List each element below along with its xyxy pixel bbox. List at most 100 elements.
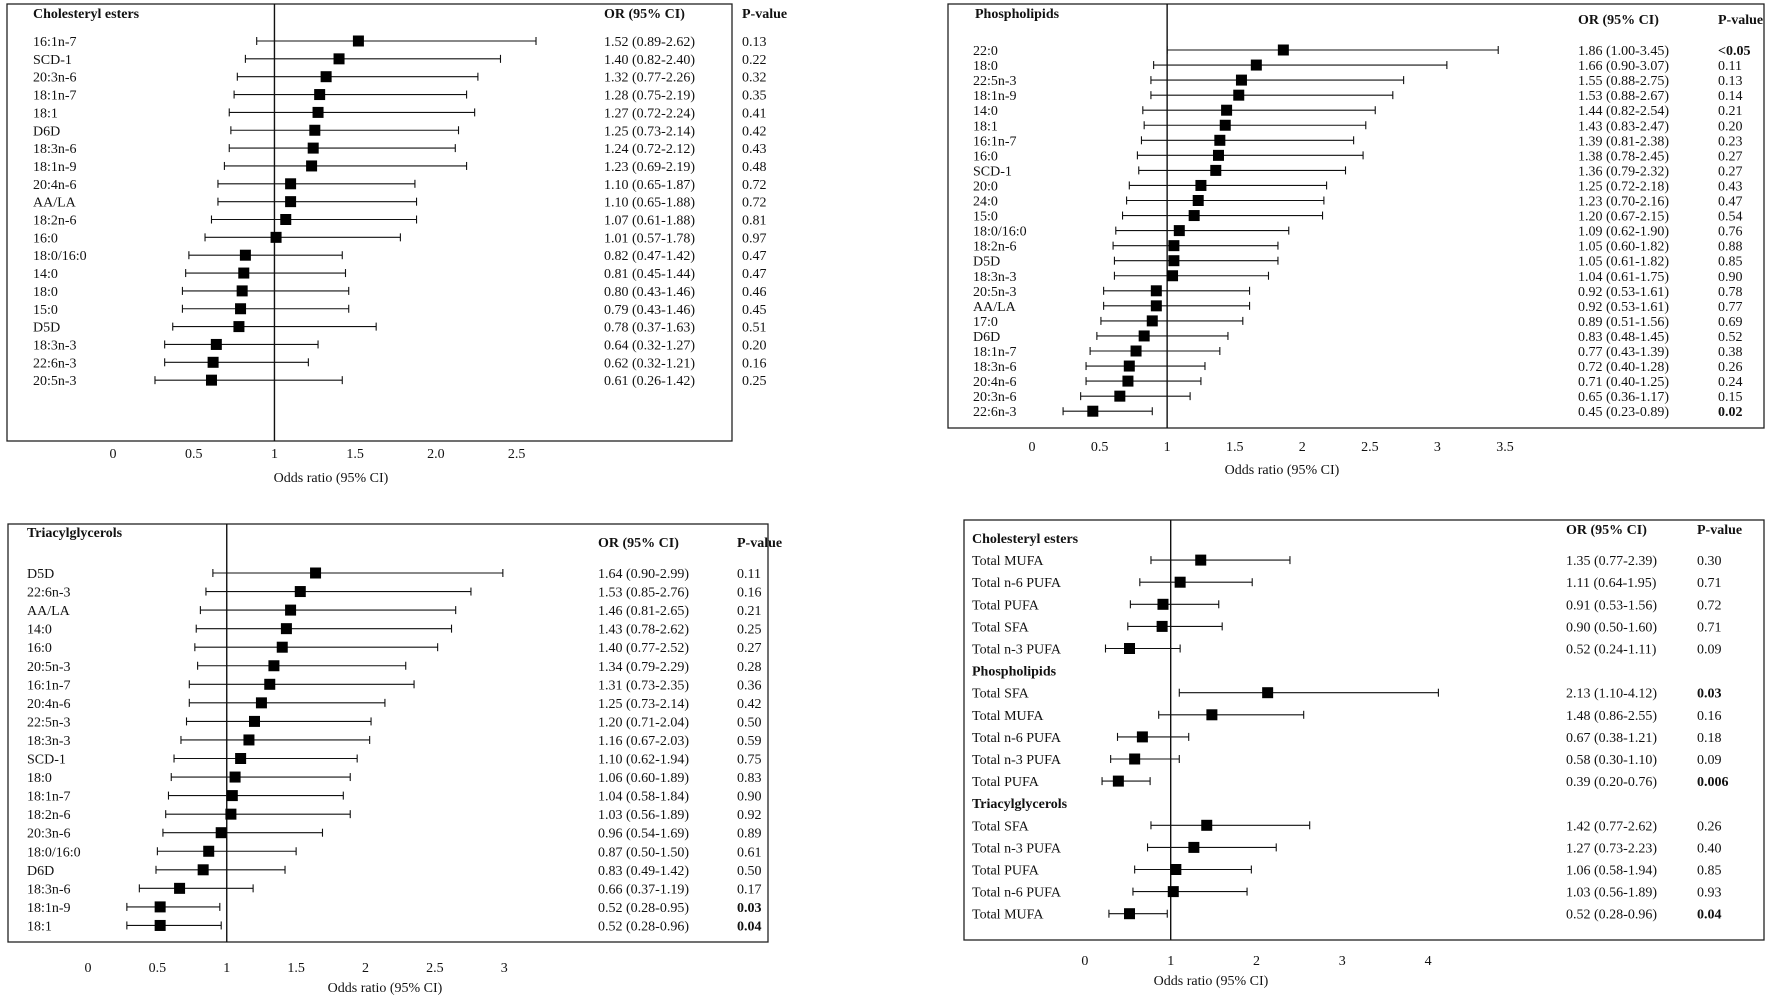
or-ci-value: 1.31 (0.73-2.35)	[598, 678, 689, 693]
point-estimate	[280, 623, 292, 635]
point-estimate	[1136, 731, 1148, 743]
point-estimate	[309, 124, 321, 136]
point-estimate	[306, 160, 318, 172]
p-value: 0.51	[742, 321, 767, 336]
row-label: Total MUFA	[972, 709, 1044, 724]
p-value: 0.21	[1718, 104, 1743, 119]
point-estimate	[1122, 375, 1134, 387]
x-tick-label: 2	[1299, 440, 1306, 455]
panel-frame	[6, 3, 733, 442]
row-label: 16:0	[973, 149, 998, 164]
point-estimate	[1221, 104, 1233, 116]
point-estimate	[1210, 164, 1222, 176]
or-ci-value: 1.07 (0.61-1.88)	[604, 214, 695, 229]
or-ci-value: 0.52 (0.28-0.96)	[1566, 908, 1657, 923]
p-value: 0.02	[1718, 405, 1743, 420]
panel-title: Phospholipids	[975, 7, 1060, 22]
point-estimate	[285, 196, 297, 208]
point-estimate	[1192, 195, 1204, 206]
row-label: 20:5n-3	[973, 285, 1017, 300]
row-label: Total PUFA	[972, 864, 1040, 879]
row-label: 18:0	[33, 285, 58, 300]
p-value: 0.22	[742, 53, 767, 68]
p-value: 0.27	[737, 641, 762, 656]
or-ci-value: 0.79 (0.43-1.46)	[604, 303, 695, 318]
row-label: 18:1n-9	[27, 901, 71, 916]
point-estimate	[1087, 405, 1099, 417]
p-value: 0.04	[1697, 908, 1722, 923]
point-estimate	[1157, 598, 1169, 610]
x-tick-label: 0.5	[1091, 440, 1109, 455]
row-label: 16:1n-7	[33, 35, 77, 50]
or-ci-value: 0.52 (0.28-0.95)	[598, 901, 689, 916]
p-value: 0.14	[1718, 89, 1743, 104]
point-estimate	[1188, 210, 1200, 222]
row-label: 18:0/16:0	[973, 225, 1027, 240]
p-value: 0.17	[737, 882, 762, 897]
p-value: 0.85	[1697, 864, 1722, 879]
point-estimate	[215, 827, 227, 839]
or-ci-value: 1.40 (0.77-2.52)	[598, 641, 689, 656]
point-estimate	[197, 864, 209, 876]
p-value: 0.47	[742, 249, 767, 264]
or-ci-value: 1.42 (0.77-2.62)	[1566, 819, 1657, 834]
row-label: AA/LA	[27, 604, 71, 619]
p-value: 0.72	[742, 178, 767, 193]
row-label: 18:1n-9	[33, 160, 77, 175]
row-label: 18:1	[973, 119, 998, 134]
point-estimate	[1277, 44, 1289, 56]
or-ci-value: 1.20 (0.71-2.04)	[598, 715, 689, 730]
p-value: 0.52	[1718, 330, 1743, 345]
p-value: 0.76	[1718, 225, 1743, 240]
or-ci-value: 0.82 (0.47-1.42)	[604, 249, 695, 264]
point-estimate	[285, 604, 297, 616]
row-label: 18:3n-6	[27, 882, 71, 897]
point-estimate	[320, 71, 332, 83]
p-value: 0.45	[742, 303, 767, 318]
row-label: 18:2n-6	[27, 808, 71, 823]
row-label: D6D	[33, 124, 60, 139]
point-estimate	[235, 753, 247, 764]
p-value: 0.48	[742, 160, 767, 175]
or-column-header: OR (95% CI)	[604, 7, 685, 22]
row-label: 18:3n-3	[27, 734, 71, 749]
point-estimate	[1167, 886, 1179, 898]
p-value: 0.83	[737, 771, 762, 786]
row-label: 16:1n-7	[973, 134, 1017, 149]
p-value: 0.16	[1697, 709, 1722, 724]
or-ci-value: 0.67 (0.38-1.21)	[1566, 731, 1657, 746]
point-estimate	[154, 919, 166, 931]
row-label: D5D	[33, 321, 60, 336]
or-ci-value: 1.04 (0.58-1.84)	[598, 790, 689, 805]
point-estimate	[255, 697, 267, 709]
row-label: D5D	[27, 567, 54, 582]
point-estimate	[236, 285, 248, 297]
p-value: 0.92	[737, 808, 762, 823]
point-estimate	[229, 771, 241, 783]
or-ci-value: 1.04 (0.61-1.75)	[1578, 270, 1669, 285]
row-label: 18:0	[973, 59, 998, 74]
row-label: D6D	[973, 330, 1000, 345]
point-estimate	[1124, 908, 1136, 920]
point-estimate	[1168, 255, 1180, 267]
row-label: 22:6n-3	[973, 405, 1017, 420]
p-value: 0.69	[1718, 315, 1743, 330]
point-estimate	[1206, 709, 1218, 721]
point-estimate	[1114, 390, 1126, 402]
row-label: 18:1n-7	[27, 790, 71, 805]
row-label: 20:3n-6	[27, 827, 71, 842]
p-value: 0.93	[1697, 886, 1722, 901]
row-label: 18:0/16:0	[27, 845, 81, 860]
row-label: D5D	[973, 255, 1000, 270]
p-value: 0.04	[737, 919, 762, 934]
point-estimate	[307, 142, 319, 154]
panel-title: Triacylglycerols	[27, 526, 123, 541]
or-ci-value: 1.09 (0.62-1.90)	[1578, 225, 1669, 240]
row-label: 18:1n-7	[973, 345, 1017, 360]
row-label: 18:3n-6	[33, 142, 77, 157]
x-tick-label: 1	[1167, 954, 1174, 969]
p-value: 0.30	[1697, 554, 1722, 569]
or-ci-value: 0.58 (0.30-1.10)	[1566, 753, 1657, 768]
p-value: 0.41	[742, 106, 767, 121]
x-tick-label: 0	[1081, 954, 1088, 969]
